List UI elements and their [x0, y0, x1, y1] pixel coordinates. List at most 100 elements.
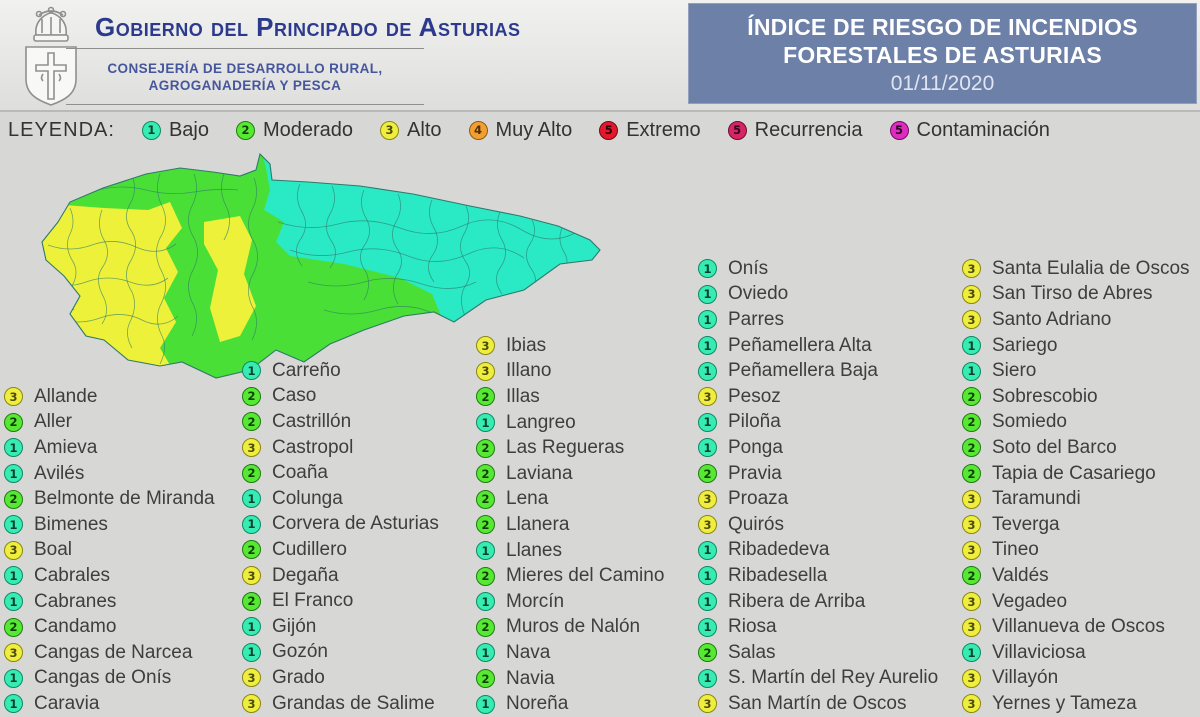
legend-item-extremo: 5 Extremo — [599, 119, 701, 142]
municipality-name: Grandas de Salime — [272, 692, 435, 714]
municipality-column-1: 3 Allande 2 Aller 1 Amieva 1 Avilés 2 Belmonte de… — [4, 384, 215, 717]
risk-level-badge: 2 — [476, 617, 495, 637]
municipality-row: 2 Illas — [476, 384, 664, 410]
bulletin-title-line2: FORESTALES DE ASTURIAS — [783, 42, 1102, 68]
header-divider-bottom — [66, 104, 424, 105]
municipality-name: Las Regueras — [506, 437, 625, 459]
legend-item-label: Recurrencia — [754, 118, 863, 141]
municipality-row: 3 Quirós — [698, 512, 938, 538]
municipality-row: 3 San Tirso de Abres — [962, 282, 1190, 308]
municipality-name: Belmonte de Miranda — [34, 488, 215, 510]
risk-level-badge: 2 — [476, 515, 495, 535]
risk-level-badge: 1 — [476, 413, 495, 433]
municipality-row: 2 Las Regueras — [476, 435, 664, 461]
municipality-name: Ibias — [506, 334, 547, 356]
municipality-row: 3 Illano — [476, 359, 664, 385]
municipality-row: 2 Valdés — [962, 563, 1190, 589]
municipality-name: Llanera — [506, 513, 570, 535]
municipality-row: 1 Carreño — [242, 358, 439, 384]
legend-item-contaminacion: 5 Contaminación — [889, 118, 1050, 142]
municipality-row: 1 Ponga — [698, 435, 938, 461]
municipality-row: 3 Proaza — [698, 486, 938, 512]
risk-level-badge: 1 — [698, 361, 717, 381]
risk-level-badge: 1 — [698, 540, 717, 560]
municipality-name: Piloña — [728, 411, 781, 433]
municipality-name: El Franco — [272, 590, 354, 612]
municipality-row: 1 Peñamellera Alta — [698, 333, 938, 359]
risk-level-badge: 3 — [242, 566, 261, 586]
legend-item-label: Bajo — [168, 118, 209, 141]
legend-item-label: Contaminación — [916, 118, 1050, 141]
municipality-name: Bimenes — [34, 513, 108, 535]
risk-level-badge: 2 — [4, 617, 23, 637]
risk-level-badge: 3 — [380, 120, 400, 140]
municipality-row: 1 Piloña — [698, 410, 938, 436]
risk-level-badge: 1 — [4, 438, 23, 458]
risk-level-badge: 3 — [962, 284, 981, 304]
risk-level-badge: 2 — [476, 387, 495, 407]
page-header: Gobierno del Principado de Asturias CONS… — [0, 0, 1200, 112]
municipality-name: Sariego — [992, 334, 1058, 356]
municipality-column-5: 3 Santa Eulalia de Oscos 3 San Tirso de Abr… — [962, 256, 1190, 717]
municipality-row: 1 Peñamellera Baja — [698, 358, 938, 384]
risk-level-badge: 2 — [4, 412, 23, 432]
municipality-row: 3 Villanueva de Oscos — [962, 614, 1190, 640]
risk-level-badge: 3 — [4, 540, 23, 560]
municipality-row: 1 S. Martín del Rey Aurelio — [698, 666, 938, 692]
risk-level-badge: 1 — [4, 566, 23, 586]
municipality-row: 1 Ribadesella — [698, 563, 938, 589]
municipality-row: 2 Sobrescobio — [962, 384, 1190, 410]
risk-level-badge: 3 — [962, 668, 981, 688]
risk-level-badge: 1 — [242, 489, 261, 509]
risk-level-badge: 2 — [476, 566, 495, 586]
risk-level-badge: 1 — [476, 592, 495, 612]
municipality-name: Grado — [272, 666, 325, 688]
municipality-name: Aller — [34, 411, 73, 433]
municipality-name: Gozón — [272, 641, 328, 663]
risk-level-badge: 5 — [889, 120, 909, 140]
risk-level-badge: 3 — [4, 387, 23, 407]
risk-level-badge: 2 — [476, 464, 495, 484]
municipality-row: 1 Caravia — [4, 691, 215, 717]
risk-level-badge: 2 — [242, 540, 261, 560]
municipality-name: Navia — [506, 667, 555, 689]
municipality-row: 2 Llanera — [476, 512, 664, 538]
municipality-name: Amieva — [34, 436, 98, 458]
bulletin-date: 01/11/2020 — [890, 72, 995, 95]
legend-item-moderado: 2 Moderado — [235, 119, 353, 142]
municipality-row: 3 Grado — [242, 665, 439, 691]
asturias-risk-map — [8, 150, 608, 390]
municipality-row: 1 Parres — [698, 307, 938, 333]
risk-level-badge: 1 — [4, 515, 23, 535]
department-name: CONSEJERÍA DE DESARROLLO RURAL, AGROGANA… — [66, 60, 424, 94]
municipality-name: Villayón — [992, 667, 1059, 689]
municipality-name: Degaña — [272, 564, 339, 586]
municipality-name: Carreño — [272, 359, 341, 381]
municipality-name: Pravia — [728, 462, 782, 484]
municipality-name: Morcín — [506, 590, 565, 612]
municipality-row: 3 Castropol — [242, 435, 439, 461]
municipality-column-2: 1 Carreño 2 Caso 2 Castrillón 3 Castropol 2 Coaña… — [242, 358, 439, 716]
risk-level-badge: 1 — [698, 438, 717, 458]
municipality-name: Allande — [34, 385, 98, 407]
municipality-name: Santo Adriano — [992, 308, 1112, 330]
legend-item-muy-alto: 4 Muy Alto — [468, 119, 572, 142]
municipality-row: 2 Belmonte de Miranda — [4, 486, 215, 512]
risk-level-badge: 1 — [242, 642, 261, 662]
municipality-column-3: 3 Ibias 3 Illano 2 Illas 1 Langreo 2 Las Regueras… — [476, 333, 664, 717]
risk-level-badge: 2 — [242, 386, 261, 406]
municipality-row: 1 Cangas de Onís — [4, 666, 215, 692]
municipality-name: Muros de Nalón — [506, 616, 641, 638]
legend-item-label: Alto — [407, 118, 442, 141]
municipality-row: 3 Degaña — [242, 563, 439, 589]
municipality-row: 1 Langreo — [476, 410, 664, 436]
municipality-name: Tineo — [992, 539, 1039, 561]
municipality-row: 1 Oviedo — [698, 282, 938, 308]
municipality-row: 1 Gijón — [242, 614, 439, 640]
risk-level-badge: 2 — [698, 643, 717, 663]
municipality-row: 2 Aller — [4, 410, 215, 436]
risk-level-badge: 1 — [698, 259, 717, 279]
legend-item-bajo: 1 Bajo — [141, 118, 209, 142]
municipality-row: 3 Teverga — [962, 512, 1190, 538]
